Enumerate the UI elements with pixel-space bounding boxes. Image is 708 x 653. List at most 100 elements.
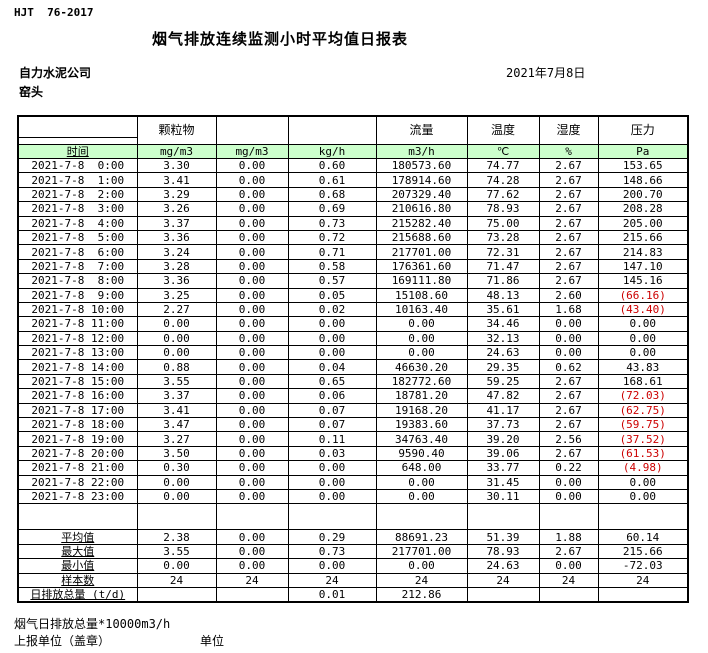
cell-value: 73.28 [466,229,540,246]
cell-value: 2.67 [538,445,599,462]
summary-value: 215.66 [597,543,689,560]
cell-time: 2021-7-8 11:00 [17,316,138,332]
cell-value: 178914.60 [375,172,468,188]
cell-time: 2021-7-8 23:00 [17,488,138,505]
summary-label: 日排放总量 (t/d) [17,586,138,603]
unit-cell: mg/m3 [136,144,217,159]
unit-cell: m3/h [375,144,468,159]
cell-value: 176361.60 [375,258,468,275]
summary-value: 0.00 [287,558,377,574]
cell-value: 215282.40 [375,215,468,231]
cell-value: 0.88 [136,359,217,375]
summary-value: 60.14 [597,529,689,545]
cell-value: 3.36 [136,273,217,289]
cell-value: 0.00 [287,460,377,476]
cell-time: 2021-7-8 7:00 [17,258,138,275]
cell-value: 0.00 [287,474,377,490]
cell-value: 19168.20 [375,402,468,419]
cell-value: 0.73 [287,215,377,231]
cell-value: 0.60 [287,157,377,174]
summary-value: 0.00 [375,558,468,574]
cell-time: 2021-7-8 6:00 [17,244,138,260]
cell-value: 41.17 [466,402,540,419]
cell-time: 2021-7-8 0:00 [17,157,138,174]
cell-value: 0.00 [538,330,599,347]
summary-row: 最小值 0.00 0.00 0.00 0.00 24.63 0.00 -72.03 [17,558,689,574]
cell-value: 3.50 [136,445,217,462]
summary-value: 2.67 [538,543,599,560]
summary-value: 24 [597,572,689,588]
cell-value: 0.57 [287,273,377,289]
cell-value: 0.00 [215,301,289,318]
cell-value: 35.61 [466,301,540,318]
summary-value: 0.00 [136,558,217,574]
cell-time: 2021-7-8 3:00 [17,201,138,217]
cell-value: 210616.80 [375,201,468,217]
report-date: 2021年7月8日 [506,66,586,80]
cell-value: 72.31 [466,244,540,260]
separator-cell [538,503,599,531]
cell-value: 0.00 [538,474,599,490]
cell-value: 3.27 [136,431,217,447]
cell-value: 9590.40 [375,445,468,462]
cell-value: 34.46 [466,316,540,332]
cell-time: 2021-7-8 5:00 [17,229,138,246]
cell-value: 0.00 [215,445,289,462]
unit-cell: mg/m3 [215,144,289,159]
cell-value: 3.30 [136,157,217,174]
cell-value: 0.00 [215,273,289,289]
cell-value: 3.29 [136,186,217,203]
cell-value: 30.11 [466,488,540,505]
cell-value: 153.65 [597,157,689,174]
table-row: 2021-7-8 20:00 3.50 0.00 0.03 9590.40 39.06 2.… [17,445,689,462]
cell-time: 2021-7-8 19:00 [17,431,138,447]
table-row: 2021-7-8 22:00 0.00 0.00 0.00 0.00 31.45 0.00 0… [17,474,689,490]
cell-value: 39.20 [466,431,540,447]
cell-value: 0.00 [287,345,377,361]
cell-value: 180573.60 [375,157,468,174]
summary-row: 样本数 24 24 24 24 24 24 24 [17,572,689,588]
separator-cell [136,503,217,531]
cell-value: 2.56 [538,431,599,447]
summary-value: 24 [466,572,540,588]
summary-value: 0.00 [538,558,599,574]
cell-value: 0.00 [215,345,289,361]
summary-row: 日排放总量 (t/d) 0.01 212.86 [17,586,689,603]
cell-time: 2021-7-8 14:00 [17,359,138,375]
table-row: 2021-7-8 19:00 3.27 0.00 0.11 34763.40 39.20 2… [17,431,689,447]
cell-value: 2.67 [538,258,599,275]
cell-value: 3.37 [136,388,217,404]
cell-value: 0.04 [287,359,377,375]
cell-value: 0.00 [136,345,217,361]
separator-cell [375,503,468,531]
summary-value [136,586,217,603]
company-name: 自力水泥公司 [19,66,92,80]
unit-cell: ℃ [466,144,540,159]
summary-label: 平均值 [17,529,138,545]
cell-value: (43.40) [597,301,689,318]
summary-value: 24.63 [466,558,540,574]
cell-value: 2.67 [538,273,599,289]
cell-value: 0.00 [215,417,289,433]
cell-value: 39.06 [466,445,540,462]
table-row: 2021-7-8 11:00 0.00 0.00 0.00 0.00 34.46 0.00 0… [17,316,689,332]
cell-value: (66.16) [597,287,689,303]
cell-value: 15108.60 [375,287,468,303]
cell-time: 2021-7-8 13:00 [17,345,138,361]
cell-value: 145.16 [597,273,689,289]
cell-value: 0.00 [215,244,289,260]
cell-value: (72.03) [597,388,689,404]
cell-value: 0.30 [136,460,217,476]
cell-value: 3.36 [136,229,217,246]
cell-value: 34763.40 [375,431,468,447]
cell-value: 0.00 [287,488,377,505]
page-title: 烟气排放连续监测小时平均值日报表 [151,30,408,48]
cell-value: 168.61 [597,373,689,390]
cell-value: 2.67 [538,172,599,188]
cell-value: 205.00 [597,215,689,231]
cell-value: 0.68 [287,186,377,203]
unit-cell: kg/h [287,144,377,159]
cell-value: 75.00 [466,215,540,231]
cell-value: 0.07 [287,402,377,419]
cell-value: 0.00 [375,488,468,505]
